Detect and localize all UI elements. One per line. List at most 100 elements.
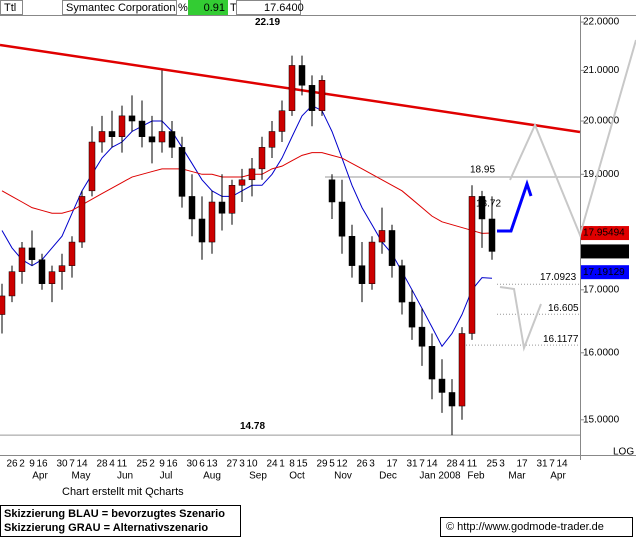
price-marker-label: 17.19129 (583, 267, 625, 278)
day-label: 14 (76, 459, 88, 470)
candle-body (118, 115, 126, 137)
y-tick-label: 19.0000 (583, 169, 620, 180)
day-label: 30 (56, 459, 68, 470)
price-marker-label: 17.95494 (583, 228, 625, 239)
y-tick-label: 16.0000 (583, 347, 620, 358)
candle-body (468, 196, 476, 334)
price-marker (581, 265, 629, 280)
last-label: T (230, 2, 237, 14)
day-label: 11 (467, 459, 478, 470)
candle-body (278, 110, 286, 132)
day-label: 29 (316, 459, 328, 470)
y-tick-label: 17.0000 (583, 284, 620, 295)
grey-scenario-up (509, 39, 636, 239)
day-label: 14 (556, 459, 568, 470)
candle-body (228, 185, 236, 214)
month-label: Nov (334, 471, 352, 482)
candle-body (288, 65, 296, 111)
candle-body (178, 147, 186, 197)
month-label: Jun (117, 471, 133, 482)
name-box (62, 0, 177, 15)
candle-body (408, 301, 416, 328)
day-label: 10 (246, 459, 258, 470)
day-label: 6 (199, 459, 205, 470)
month-label: Sep (249, 471, 267, 482)
month-label: Apr (550, 471, 566, 482)
pct-box (188, 0, 228, 15)
y-tick-label: 15.0000 (583, 414, 620, 425)
y-tick-label: 20.0000 (583, 116, 620, 127)
candle-body (388, 230, 396, 266)
candle-body (268, 131, 276, 148)
candle-body (68, 241, 76, 266)
day-label: 16 (166, 459, 178, 470)
candle-body (88, 141, 96, 192)
level-label: 16.1177 (543, 334, 579, 345)
day-label: 11 (117, 459, 128, 470)
level-label: 22.19 (255, 17, 280, 28)
candle-body (338, 201, 346, 237)
day-label: 15 (296, 459, 308, 470)
candle-body (0, 295, 6, 315)
candle-body (358, 265, 366, 284)
day-label: 28 (446, 459, 458, 470)
day-label: 7 (549, 459, 555, 470)
candle-body (398, 265, 406, 303)
day-label: 16 (36, 459, 48, 470)
day-label: 24 (266, 459, 278, 470)
day-label: 5 (329, 459, 335, 470)
candle-body (128, 115, 136, 122)
copyright: © http://www.godmode-trader.de (446, 521, 604, 533)
candle-body (258, 147, 266, 170)
day-label: 27 (226, 459, 238, 470)
candle-body (238, 179, 246, 186)
candle-body (318, 80, 326, 111)
candle-body (38, 259, 46, 284)
day-label: 2 (149, 459, 155, 470)
legend-grey: Skizzierung GRAU = Alternativszenario (4, 522, 208, 534)
candle-body (108, 131, 116, 137)
day-label: 17 (516, 459, 528, 470)
month-label: Mar (508, 471, 526, 482)
day-label: 9 (159, 459, 165, 470)
day-label: 25 (486, 459, 498, 470)
candle-body (138, 120, 146, 137)
y-tick-label: 21.0000 (583, 65, 620, 76)
day-label: 26 (6, 459, 18, 470)
day-label: 3 (369, 459, 375, 470)
candle-body (378, 230, 386, 243)
day-label: 30 (186, 459, 198, 470)
month-label: Jan 2008 (419, 471, 461, 482)
candle-body (368, 241, 376, 284)
level-label: 18.72 (476, 198, 501, 209)
candle-body (298, 65, 306, 86)
candle-body (188, 196, 196, 220)
scale-label: LOG (613, 447, 634, 458)
level-label: 18.95 (470, 165, 495, 176)
y-tick-label: 22.0000 (583, 17, 620, 28)
month-label: Jul (160, 471, 173, 482)
day-label: 14 (426, 459, 438, 470)
month-label: May (72, 471, 91, 482)
legend-box (0, 505, 241, 537)
day-label: 8 (289, 459, 295, 470)
candle-body (438, 378, 446, 393)
pct-value: 0.91 (204, 2, 225, 14)
price-marker-label: 17.6400 (583, 246, 620, 257)
symbol: Ttl (4, 2, 16, 14)
last-box (236, 0, 301, 15)
candle-body (158, 131, 166, 143)
day-label: 13 (206, 459, 218, 470)
grey-scenario-down (499, 286, 542, 352)
candle-body (478, 196, 486, 220)
day-label: 3 (239, 459, 245, 470)
day-label: 31 (536, 459, 548, 470)
day-label: 4 (109, 459, 115, 470)
candle-body (48, 271, 56, 284)
day-label: 7 (419, 459, 425, 470)
header: Ttl Symantec Corporation % 0.91 T 17.640… (0, 0, 304, 15)
day-label: 9 (29, 459, 35, 470)
candle-body (448, 392, 456, 407)
pct-label: % (178, 2, 188, 14)
